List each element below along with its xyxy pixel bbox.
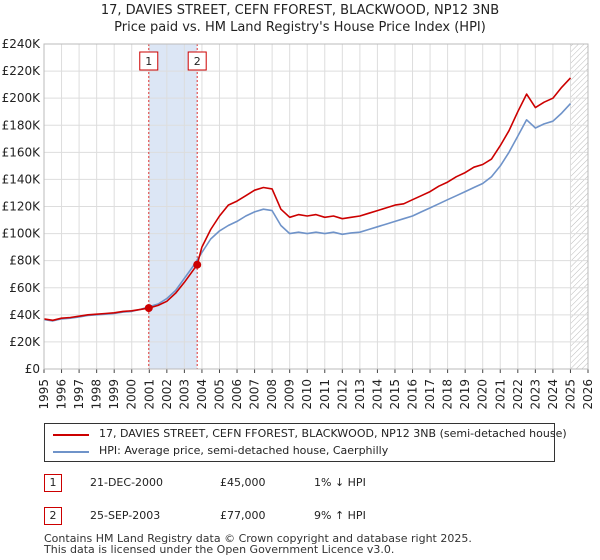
y-tick-label: £200K (2, 91, 42, 105)
legend-label-property: 17, DAVIES STREET, CEFN FFOREST, BLACKWO… (99, 427, 567, 440)
y-tick-label: £40K (9, 308, 41, 322)
y-tick-label: £100K (2, 227, 42, 241)
x-tick-label: 1998 (90, 379, 104, 410)
sale-label: 1 (145, 55, 152, 68)
transaction-price: £77,000 (220, 509, 266, 522)
sale-label-box (187, 51, 207, 71)
x-tick-label: 2016 (406, 379, 420, 410)
x-tick-label: 2017 (423, 379, 437, 410)
x-tick-label: 1997 (72, 379, 86, 410)
x-tick-label: 2006 (230, 379, 244, 410)
y-tick-label: £180K (2, 118, 42, 132)
y-tick-label: £60K (9, 281, 41, 295)
y-tick-label: £140K (2, 172, 42, 186)
property-price-line (43, 77, 572, 322)
price-chart: £0 £20K £40K £60K £80K £100K £120K £140K £160K £1… (2, 37, 595, 410)
footer-copyright: Contains HM Land Registry data © Crown c… (44, 532, 472, 545)
x-tick-label: 2002 (160, 379, 174, 410)
footer-licence: This data is licensed under the Open Gov… (44, 543, 395, 556)
x-tick-label: 1999 (107, 379, 121, 410)
x-tick-label: 1995 (37, 379, 51, 410)
legend-swatch-property (53, 434, 89, 436)
transaction-date: 25-SEP-2003 (90, 509, 161, 522)
y-tick-label: £160K (2, 145, 42, 159)
transaction-number: 2 (44, 507, 62, 525)
x-tick-label: 2012 (335, 379, 349, 410)
y-tick-label: £80K (9, 254, 41, 268)
sale-label: 2 (194, 55, 201, 68)
transaction-number: 1 (44, 474, 62, 492)
y-tick-label: £120K (2, 200, 42, 214)
y-tick-label: £240K (2, 37, 42, 51)
y-tick-label: £0 (25, 362, 40, 376)
x-tick-label: 2003 (177, 379, 191, 410)
x-tick-label: 2015 (388, 379, 402, 410)
x-tick-label: 2022 (511, 379, 525, 410)
x-tick-label: 2020 (476, 379, 490, 410)
x-tick-label: 2018 (441, 379, 455, 410)
x-tick-label: 2014 (370, 379, 384, 410)
x-tick-label: 2008 (265, 379, 279, 410)
x-tick-label: 2004 (195, 379, 209, 410)
x-tick-label: 2000 (125, 379, 139, 410)
x-tick-label: 2013 (353, 379, 367, 410)
legend-label-hpi: HPI: Average price, semi-detached house,… (99, 444, 389, 457)
y-tick-label: £20K (9, 335, 41, 349)
transaction-price: £45,000 (220, 476, 266, 489)
x-tick-label: 2010 (300, 379, 314, 410)
chart-subtitle: Price paid vs. HM Land Registry's House … (114, 20, 486, 35)
plot-frame (43, 43, 589, 370)
x-tick-label: 1996 (55, 379, 69, 410)
x-tick-label: 2023 (528, 379, 542, 410)
x-tick-label: 2001 (142, 379, 156, 410)
x-tick-label: 2019 (458, 379, 472, 410)
x-tick-label: 2025 (563, 379, 577, 410)
x-tick-label: 2007 (248, 379, 262, 410)
legend-swatch-hpi (53, 451, 89, 453)
chart-title: 17, DAVIES STREET, CEFN FFOREST, BLACKWO… (100, 3, 500, 18)
x-tick-label: 2026 (581, 379, 595, 410)
legend: 17, DAVIES STREET, CEFN FFOREST, BLACKWO… (44, 423, 567, 462)
y-tick-label: £220K (2, 64, 42, 78)
x-tick-label: 2009 (283, 379, 297, 410)
transaction-date: 21-DEC-2000 (90, 476, 164, 489)
transaction-hpi-change: 1% ↓ HPI (314, 476, 366, 489)
x-tick-label: 2024 (546, 379, 560, 410)
x-tick-label: 2005 (212, 379, 226, 410)
sale-point (193, 260, 202, 269)
sale-label-box (139, 51, 159, 71)
x-tick-label: 2011 (318, 379, 332, 410)
x-tick-label: 2021 (493, 379, 507, 410)
transaction-hpi-change: 9% ↑ HPI (314, 509, 366, 522)
sale-point (144, 304, 153, 313)
